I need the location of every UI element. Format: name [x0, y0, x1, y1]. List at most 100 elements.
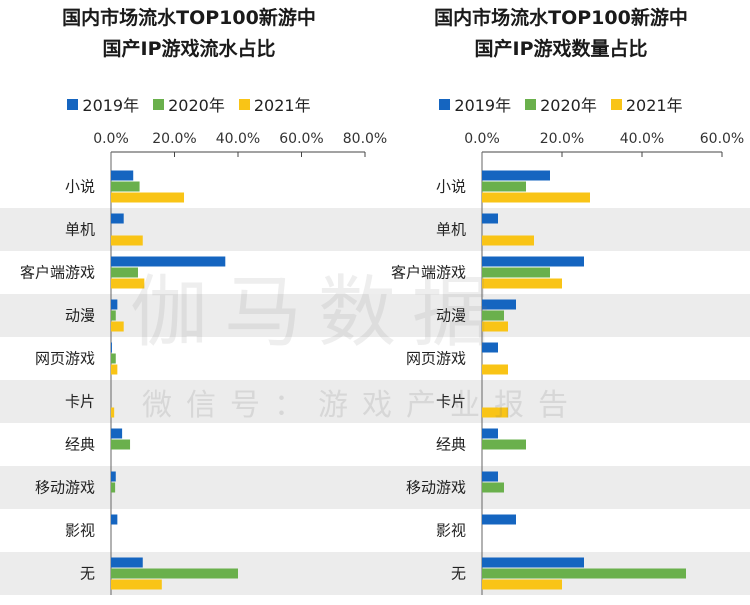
legend-swatch-2019	[67, 98, 79, 110]
right-bar-chart: 0.0% 20.0% 40.0% 60.0% 小说单机客户端游戏动漫网页游戏卡片经典移动…	[372, 131, 750, 595]
bar-2021	[482, 278, 562, 289]
x-tick-label: 0.0%	[93, 131, 129, 147]
left-chart-panel: 国内市场流水TOP100新游中 国产IP游戏流水占比 2019年 2020年 2…	[0, 7, 387, 595]
category-label: 单机	[65, 221, 95, 239]
category-label: 影视	[65, 522, 95, 540]
row-band	[0, 208, 378, 251]
x-tick-label: 20.0%	[540, 131, 584, 147]
legend-item-2020: 2020年	[525, 92, 597, 116]
bar-2019	[111, 213, 124, 224]
bar-2020	[111, 310, 116, 321]
bar-2021	[482, 407, 508, 418]
bar-2019	[111, 256, 226, 267]
legend-label-2021: 2021年	[253, 96, 311, 115]
bar-2019	[111, 299, 118, 310]
bar-2020	[482, 310, 504, 321]
bar-2020	[111, 181, 140, 192]
bar-2020	[482, 482, 504, 493]
bar-2020	[482, 439, 526, 450]
x-tick-label: 60.0%	[700, 131, 744, 147]
bar-2019	[482, 428, 498, 439]
x-tick-label: 40.0%	[620, 131, 664, 147]
bar-2020	[111, 267, 138, 278]
category-label: 卡片	[436, 393, 466, 411]
right-chart-title-line2: 国产IP游戏数量占比	[474, 38, 648, 60]
category-label: 无	[80, 565, 95, 583]
category-label: 移动游戏	[35, 479, 95, 497]
bar-2021	[482, 579, 562, 590]
bar-2020	[482, 267, 550, 278]
bar-2021	[482, 364, 508, 375]
category-label: 客户端游戏	[391, 264, 466, 282]
bar-2020	[111, 353, 116, 364]
legend-item-2021: 2021年	[238, 92, 311, 116]
bar-2020	[111, 568, 238, 579]
bar-2021	[111, 235, 143, 246]
bar-2020	[482, 181, 526, 192]
bar-2019	[111, 557, 143, 568]
bar-2021	[111, 364, 118, 375]
legend-item-2020: 2020年	[153, 92, 225, 116]
x-tick-label: 60.0%	[279, 131, 323, 147]
bar-2021	[111, 579, 162, 590]
bar-2019	[482, 342, 498, 353]
bar-2020	[482, 568, 686, 579]
legend-label-2020: 2020年	[168, 96, 225, 115]
legend-item-2021: 2021年	[610, 92, 683, 116]
x-tick-label: 0.0%	[464, 131, 500, 147]
bar-2019	[111, 514, 118, 525]
bar-2021	[482, 192, 590, 203]
left-chart-legend: 2019年 2020年 2021年	[0, 92, 378, 116]
row-band	[372, 380, 750, 423]
bar-2020	[111, 482, 116, 493]
category-label: 无	[451, 565, 466, 583]
bar-2021	[111, 192, 185, 203]
right-chart-title-line1: 国内市场流水TOP100新游中	[434, 7, 688, 29]
bar-2019	[111, 342, 112, 353]
bar-2021	[111, 407, 115, 418]
bar-2019	[482, 213, 498, 224]
category-label: 经典	[65, 436, 95, 454]
category-label: 小说	[65, 178, 95, 196]
legend-label-2019: 2019年	[454, 96, 512, 115]
right-chart-legend: 2019年 2020年 2021年	[372, 92, 750, 116]
category-label: 移动游戏	[406, 479, 466, 497]
bar-2019	[482, 256, 584, 267]
bar-2019	[482, 514, 516, 525]
bar-2021	[111, 278, 145, 289]
bar-2019	[482, 557, 584, 568]
category-label: 影视	[436, 522, 466, 540]
category-label: 小说	[436, 178, 466, 196]
category-label: 网页游戏	[35, 350, 95, 368]
category-label: 动漫	[65, 307, 95, 325]
row-band	[372, 294, 750, 337]
legend-label-2020: 2020年	[540, 96, 597, 115]
row-band	[372, 208, 750, 251]
bar-2021	[482, 235, 534, 246]
category-label: 经典	[436, 436, 466, 454]
row-band	[0, 380, 378, 423]
category-label: 动漫	[436, 307, 466, 325]
left-bar-chart: 0.0% 20.0% 40.0% 60.0% 80.0% 小说单机客户端游戏动漫网页游戏卡…	[0, 131, 387, 595]
legend-swatch-2019	[439, 98, 451, 110]
legend-label-2019: 2019年	[82, 96, 140, 115]
bar-2021	[111, 321, 124, 332]
x-tick-label: 80.0%	[343, 131, 387, 147]
left-chart-title-line2: 国产IP游戏流水占比	[102, 38, 276, 60]
legend-swatch-2021	[238, 98, 250, 110]
bar-2019	[111, 471, 116, 482]
category-label: 网页游戏	[406, 350, 466, 368]
bar-2019	[111, 170, 134, 181]
row-band	[0, 294, 378, 337]
legend-swatch-2021	[610, 98, 622, 110]
category-label: 单机	[436, 221, 466, 239]
x-tick-label: 20.0%	[152, 131, 196, 147]
legend-label-2021: 2021年	[625, 96, 683, 115]
left-chart-title-line1: 国内市场流水TOP100新游中	[62, 7, 316, 29]
category-label: 卡片	[65, 393, 95, 411]
bar-2020	[111, 439, 131, 450]
bar-2019	[111, 428, 123, 439]
bar-2021	[482, 321, 508, 332]
category-label: 客户端游戏	[20, 264, 95, 282]
legend-swatch-2020	[153, 98, 165, 110]
